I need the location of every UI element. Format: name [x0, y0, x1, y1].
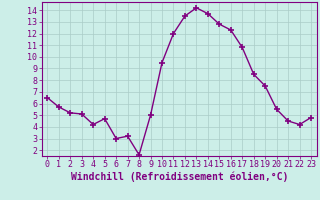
- X-axis label: Windchill (Refroidissement éolien,°C): Windchill (Refroidissement éolien,°C): [70, 172, 288, 182]
